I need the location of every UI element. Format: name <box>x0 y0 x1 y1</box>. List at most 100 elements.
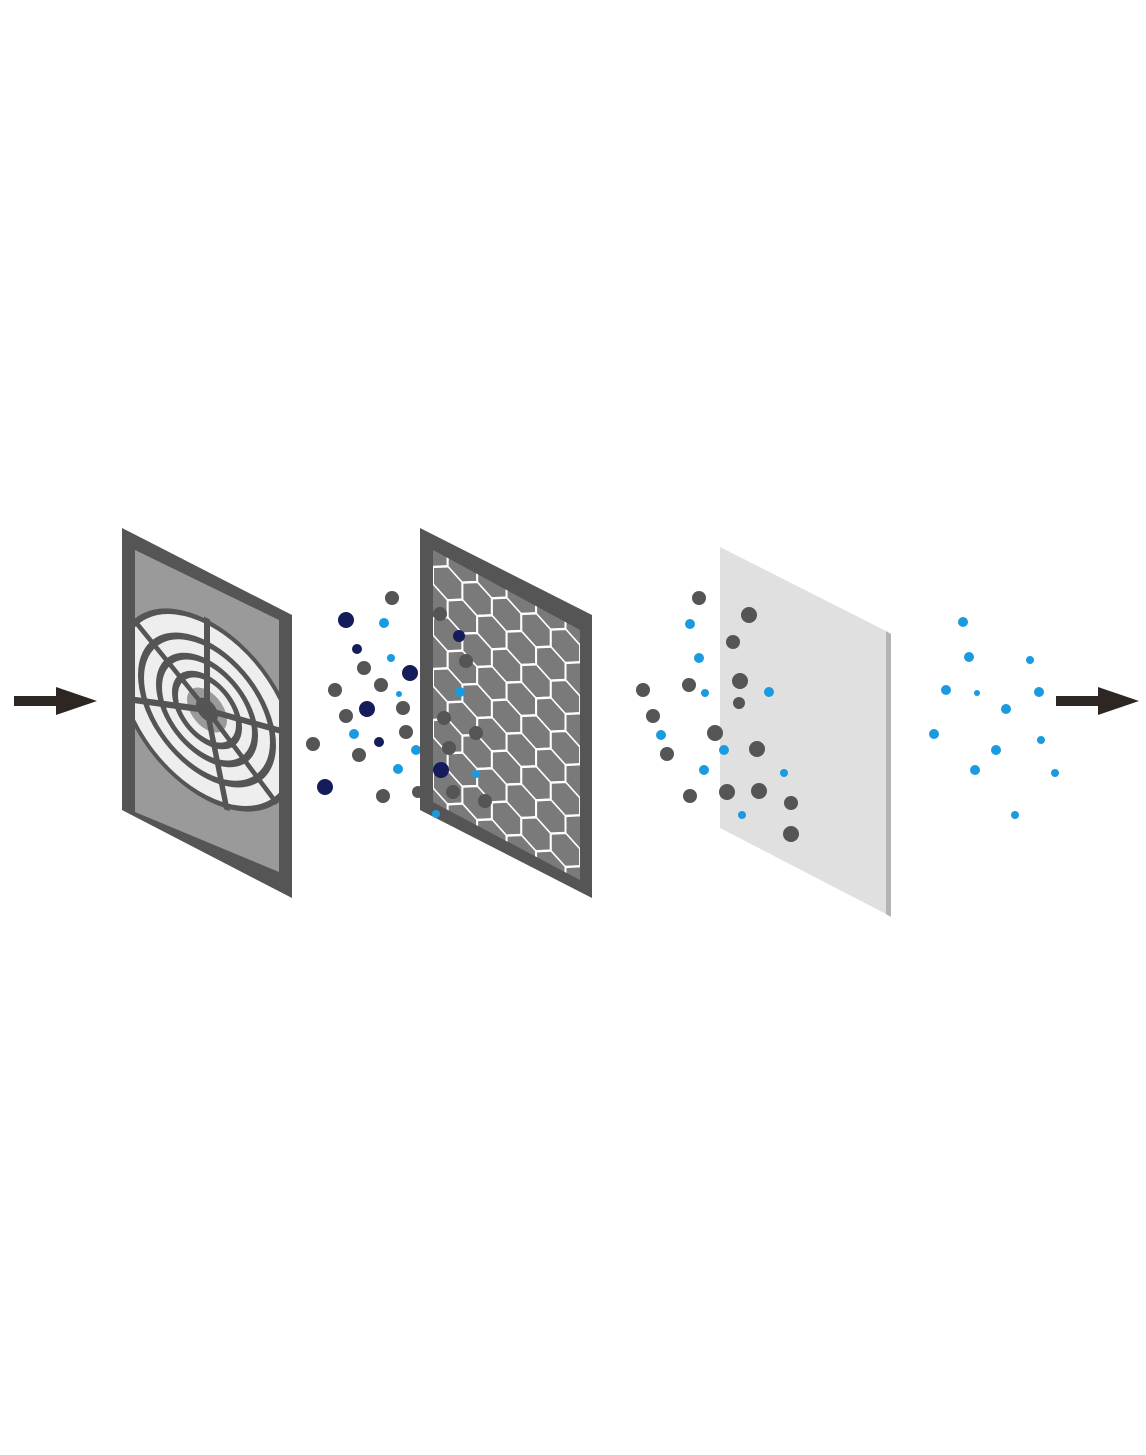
gray-particle <box>352 748 366 762</box>
inlet-arrow-icon <box>14 687 97 715</box>
honeycomb-cell <box>433 967 462 1017</box>
honeycomb-cell <box>639 821 669 871</box>
gray-particle <box>339 709 353 723</box>
navy-particle <box>359 701 375 717</box>
honeycomb-cell <box>462 931 492 981</box>
honeycomb-cell <box>610 907 639 957</box>
honeycomb-cell <box>492 998 521 1048</box>
honeycomb-cell <box>404 900 433 950</box>
particles-after-hepa <box>929 617 1059 819</box>
honeycomb-cell <box>595 976 625 1026</box>
cyan-particle <box>1051 769 1059 777</box>
honeycomb-cell <box>536 1047 565 1097</box>
gray-particle <box>660 747 674 761</box>
honeycomb-cell <box>359 800 388 850</box>
navy-particle <box>338 612 354 628</box>
navy-particle <box>317 779 333 795</box>
honeycomb-cell <box>610 652 639 702</box>
cyan-particle <box>719 745 729 755</box>
cyan-particle <box>694 653 704 663</box>
honeycomb-cell <box>477 506 506 556</box>
gray-particle <box>719 784 735 800</box>
honeycomb-cell <box>595 619 625 669</box>
honeycomb-cell <box>595 772 625 822</box>
honeycomb-cell <box>433 916 462 966</box>
navy-particle <box>453 630 465 642</box>
gray-particle <box>726 635 740 649</box>
honeycomb-cell <box>433 871 464 880</box>
honeycomb-cell <box>477 914 506 964</box>
honeycomb-cell <box>595 670 625 720</box>
cyan-particle <box>701 689 709 697</box>
gray-particle <box>683 789 697 803</box>
gray-particle <box>682 678 696 692</box>
gray-particle <box>459 654 473 668</box>
honeycomb-cell <box>624 635 653 685</box>
honeycomb-cell <box>595 1078 625 1128</box>
honeycomb-cell <box>624 890 653 940</box>
honeycomb-cell <box>374 629 404 679</box>
cyan-particle <box>958 617 968 627</box>
honeycomb-cell <box>374 527 404 577</box>
honeycomb-cell <box>610 1060 639 1110</box>
cyan-particle <box>472 770 480 778</box>
honeycomb-cell <box>639 1127 669 1177</box>
cyan-particle <box>964 652 974 662</box>
honeycomb-cell <box>462 982 492 1032</box>
honeycomb-cell <box>389 866 419 916</box>
gray-particle <box>306 737 320 751</box>
honeycomb-cell <box>580 892 610 942</box>
cyan-particle <box>1011 811 1019 819</box>
cyan-particle <box>941 685 951 695</box>
particles-passing-carbon <box>432 607 492 818</box>
gray-particle <box>751 783 767 799</box>
cyan-particle <box>685 619 695 629</box>
honeycomb-cell <box>536 996 565 1046</box>
honeycomb-cell <box>389 611 419 661</box>
gray-particle <box>446 785 460 799</box>
honeycomb-cell <box>359 443 388 493</box>
honeycomb-cell <box>359 902 388 952</box>
cyan-particle <box>1001 704 1011 714</box>
cyan-particle <box>974 690 980 696</box>
gray-particle <box>442 741 456 755</box>
honeycomb-cell <box>492 1049 521 1099</box>
honeycomb-cell <box>566 960 595 1010</box>
honeycomb-mesh <box>359 443 669 1177</box>
honeycomb-cell <box>580 1096 610 1146</box>
honeycomb-cell <box>580 943 610 993</box>
honeycomb-cell <box>389 815 419 865</box>
gray-particle <box>646 709 660 723</box>
gray-particle <box>784 796 798 810</box>
cyan-particle <box>738 811 746 819</box>
navy-particle <box>352 644 362 654</box>
gray-particle <box>783 826 799 842</box>
pre-filter-grille <box>122 528 292 898</box>
honeycomb-cell <box>433 1018 462 1068</box>
honeycomb-cell <box>462 1033 492 1083</box>
honeycomb-cell <box>374 935 404 985</box>
honeycomb-cell <box>624 992 653 1042</box>
particles-between-carbon-and-hepa <box>636 591 799 842</box>
navy-particle <box>433 762 449 778</box>
cyan-particle <box>1034 687 1044 697</box>
gray-particle <box>328 683 342 697</box>
honeycomb-cell <box>374 782 404 832</box>
gray-particle <box>692 591 706 605</box>
particles-between-prefilter-and-carbon <box>306 591 424 803</box>
honeycomb-cell <box>624 941 653 991</box>
gray-particle <box>433 607 447 621</box>
honeycomb-cell <box>389 509 419 559</box>
honeycomb-cell <box>595 874 625 924</box>
navy-particle <box>402 665 418 681</box>
honeycomb-cell <box>595 1027 625 1077</box>
honeycomb-cell <box>639 872 669 922</box>
honeycomb-cell <box>595 823 625 873</box>
honeycomb-cell <box>374 833 404 883</box>
honeycomb-cell <box>389 458 419 508</box>
outlet-arrow-icon <box>1056 687 1139 715</box>
honeycomb-cell <box>521 1064 551 1114</box>
honeycomb-cell <box>564 865 580 880</box>
navy-particle <box>374 737 384 747</box>
